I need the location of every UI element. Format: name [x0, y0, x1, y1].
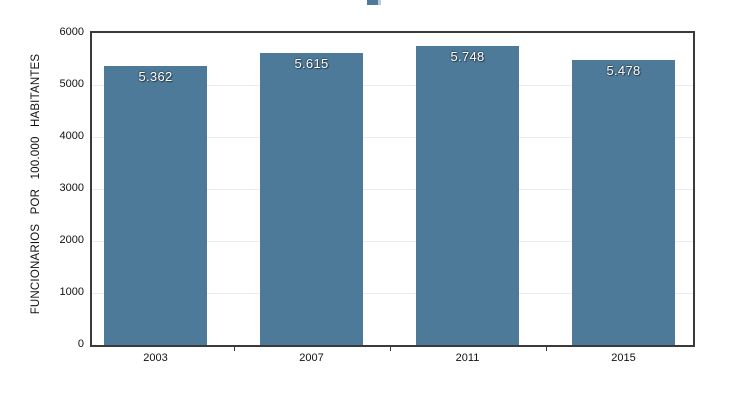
bar-value-label-2011: 5.748 — [450, 49, 485, 65]
gridline-5000 — [92, 85, 693, 86]
x-tick-label-2003: 2003 — [143, 352, 168, 364]
y-tick-label-1000: 1000 — [59, 286, 84, 298]
gridline-3000 — [92, 189, 693, 190]
y-tick-label-5000: 5000 — [59, 78, 84, 90]
gridline-2000 — [92, 241, 693, 242]
cropped-title-remnant — [367, 0, 381, 5]
bar-2003: 5.362 — [104, 66, 207, 345]
gridline-4000 — [92, 137, 693, 138]
plot-area: 5.362 5.615 5.748 5.478 — [90, 31, 695, 347]
gridline-1000 — [92, 293, 693, 294]
bar-value-label-2015: 5.478 — [606, 63, 641, 79]
y-tick-label-0: 0 — [77, 338, 84, 350]
bar-value-label-2007: 5.615 — [294, 56, 329, 72]
x-tick-mark-0 — [233, 347, 235, 351]
x-tick-mark-1 — [389, 347, 391, 351]
bar-2015: 5.478 — [572, 60, 675, 345]
x-tick-mark-2 — [545, 347, 547, 351]
x-tick-label-2011: 2011 — [455, 352, 480, 364]
y-tick-label-2000: 2000 — [59, 234, 84, 246]
bar-2007: 5.615 — [260, 53, 363, 345]
y-tick-label-6000: 6000 — [59, 26, 84, 38]
y-tick-label-4000: 4000 — [59, 130, 84, 142]
x-tick-label-2007: 2007 — [299, 352, 324, 364]
x-tick-label-2015: 2015 — [611, 352, 636, 364]
bar-value-label-2003: 5.362 — [138, 69, 173, 85]
y-tick-label-3000: 3000 — [59, 182, 84, 194]
bar-2011: 5.748 — [416, 46, 519, 345]
